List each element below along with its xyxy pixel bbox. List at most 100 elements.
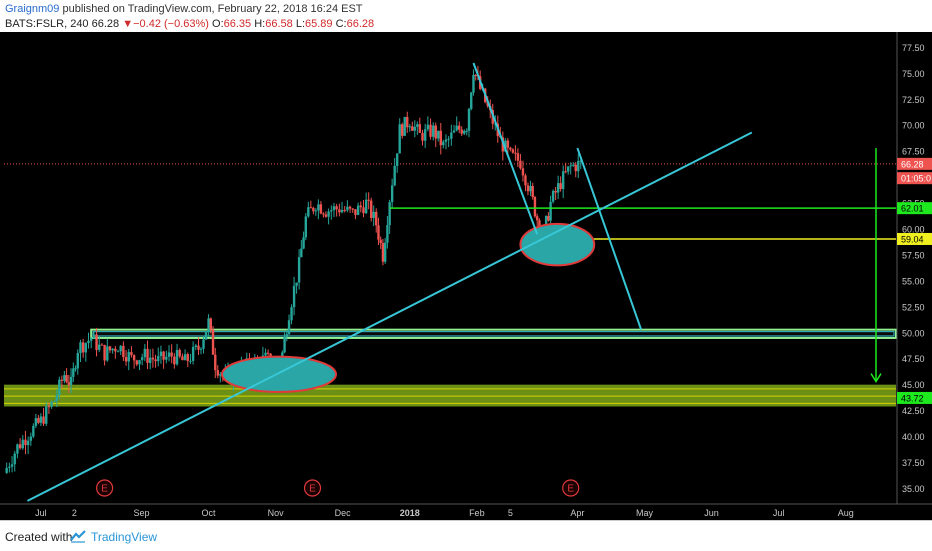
candle-body bbox=[283, 337, 286, 353]
candle-body bbox=[138, 360, 141, 365]
candle-body bbox=[199, 348, 203, 350]
candle bbox=[549, 195, 552, 225]
candle bbox=[29, 432, 33, 446]
candle-body bbox=[186, 354, 189, 361]
candle bbox=[207, 314, 210, 337]
price-label-bg bbox=[897, 157, 932, 170]
candle bbox=[338, 203, 341, 217]
candle bbox=[108, 345, 112, 353]
candle-body bbox=[437, 130, 440, 139]
candle bbox=[13, 450, 16, 472]
candle-body bbox=[434, 125, 437, 139]
candle-body bbox=[554, 190, 557, 193]
candle-body bbox=[377, 225, 380, 240]
candle bbox=[189, 353, 192, 364]
open-label: O: bbox=[212, 18, 224, 30]
candle bbox=[377, 217, 380, 246]
candle bbox=[429, 118, 432, 140]
candle-body bbox=[423, 129, 427, 141]
candle-body bbox=[509, 147, 512, 150]
zone-50 bbox=[90, 328, 897, 339]
candle-body bbox=[119, 345, 122, 352]
chart-header: Graignm09 published on TradingView.com, … bbox=[0, 0, 932, 32]
candle bbox=[264, 348, 267, 357]
candle bbox=[359, 201, 362, 213]
candle bbox=[509, 146, 512, 152]
username-link[interactable]: Graignm09 bbox=[5, 3, 60, 15]
tradingview-logo-icon[interactable] bbox=[70, 529, 86, 543]
candle-body bbox=[76, 353, 79, 369]
candle-body bbox=[194, 345, 198, 347]
earnings-marker-circle bbox=[96, 479, 114, 497]
candle-body bbox=[114, 348, 117, 352]
zone-support-bottom bbox=[4, 384, 896, 407]
candle bbox=[72, 362, 75, 383]
candle-body bbox=[426, 124, 430, 130]
candle bbox=[351, 207, 354, 213]
candle-body bbox=[264, 352, 267, 356]
price-chart[interactable]: 77.5075.0072.5070.0067.5065.0062.5060.00… bbox=[0, 32, 932, 520]
candle bbox=[577, 153, 580, 179]
close-value: 66.28 bbox=[346, 18, 375, 30]
candle-body bbox=[34, 418, 38, 426]
candle-body bbox=[8, 466, 11, 468]
candle-body bbox=[92, 334, 96, 339]
candle-body bbox=[297, 257, 301, 283]
candle bbox=[322, 212, 325, 218]
candle-body bbox=[406, 116, 409, 128]
candle bbox=[393, 158, 396, 187]
price-label: 59.04 bbox=[901, 234, 924, 244]
candle-body bbox=[544, 215, 548, 228]
candle-body bbox=[529, 186, 532, 192]
candle-body bbox=[219, 374, 222, 376]
candle-body bbox=[72, 368, 75, 377]
candle bbox=[367, 192, 370, 210]
y-tick-label: 37.50 bbox=[902, 458, 925, 468]
candle bbox=[381, 238, 385, 266]
candle bbox=[439, 123, 442, 155]
candle-body bbox=[130, 352, 133, 356]
candle bbox=[519, 153, 522, 170]
candle-body bbox=[455, 125, 458, 131]
candle-body bbox=[307, 207, 310, 217]
chart-area[interactable]: 77.5075.0072.5070.0067.5065.0062.5060.00… bbox=[0, 32, 932, 520]
candle-body bbox=[159, 351, 163, 357]
candle bbox=[114, 345, 117, 359]
candle-body bbox=[393, 165, 396, 186]
candle bbox=[506, 137, 510, 154]
candle bbox=[463, 129, 466, 136]
earnings-marker: E bbox=[303, 479, 322, 497]
candle bbox=[157, 347, 160, 367]
candle bbox=[452, 124, 456, 133]
low-label: L: bbox=[295, 18, 306, 30]
candle-body bbox=[561, 171, 565, 189]
candle bbox=[287, 314, 291, 336]
candle-body bbox=[50, 401, 53, 407]
candle-body bbox=[312, 207, 315, 212]
x-tick-label: Apr bbox=[570, 508, 584, 518]
candle bbox=[138, 359, 141, 371]
candle-body bbox=[175, 349, 179, 365]
candle bbox=[34, 413, 38, 429]
candle-body bbox=[314, 210, 318, 212]
candle bbox=[140, 353, 144, 366]
candle bbox=[465, 128, 468, 136]
candle-body bbox=[408, 126, 411, 128]
candle-body bbox=[332, 206, 336, 211]
candle bbox=[285, 329, 289, 342]
x-tick-label: Aug bbox=[838, 508, 854, 518]
candle bbox=[379, 236, 382, 249]
candle bbox=[401, 122, 404, 139]
tradingview-brand-link[interactable]: TradingView bbox=[91, 530, 158, 544]
candle-body bbox=[439, 130, 442, 146]
candle bbox=[216, 365, 219, 379]
candle bbox=[450, 124, 453, 146]
candle bbox=[162, 350, 165, 369]
candle-body bbox=[549, 201, 552, 221]
candle-body bbox=[5, 467, 8, 473]
candle-body bbox=[369, 200, 373, 218]
candle-body bbox=[124, 357, 128, 362]
candle-body bbox=[401, 124, 404, 136]
candle-body bbox=[98, 344, 101, 350]
candle-body bbox=[18, 444, 22, 449]
